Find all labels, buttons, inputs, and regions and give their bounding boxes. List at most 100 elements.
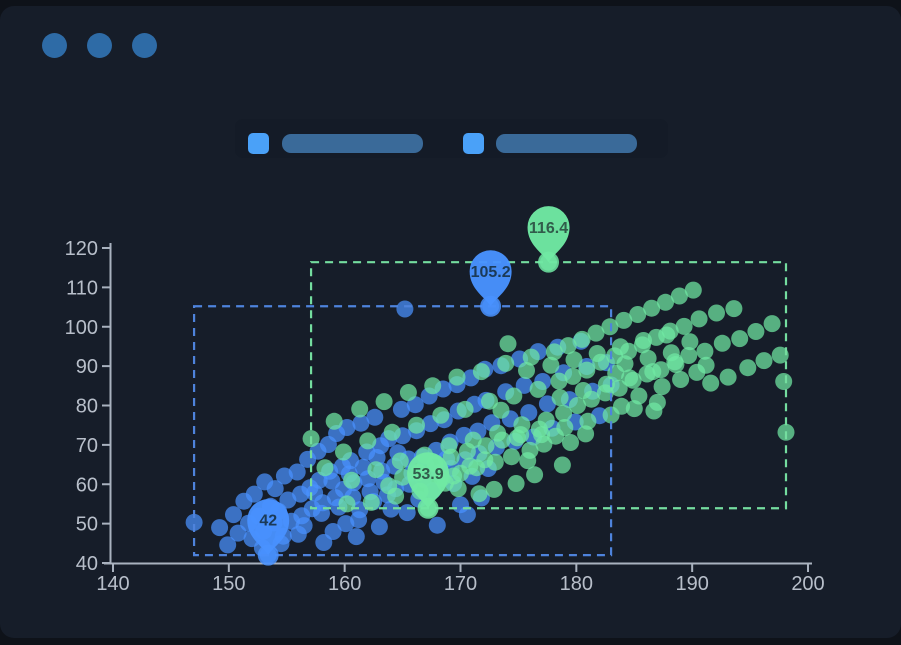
scatter-point-series-green[interactable] [680, 347, 698, 364]
scatter-point-series-green[interactable] [550, 372, 568, 390]
scatter-point-series-green[interactable] [338, 495, 356, 513]
scatter-point-series-green[interactable] [503, 448, 520, 466]
scatter-point-series-green[interactable] [513, 416, 531, 434]
scatter-point-series-green[interactable] [472, 363, 490, 381]
scatter-point-series-green[interactable] [521, 441, 539, 459]
scatter-point-series-blue[interactable] [219, 536, 237, 554]
scatter-point-series-green[interactable] [725, 300, 743, 318]
scatter-point-series-blue[interactable] [347, 528, 365, 546]
scatter-point-series-green[interactable] [708, 304, 725, 322]
scatter-point-series-green[interactable] [713, 334, 731, 352]
scatter-point-series-green[interactable] [399, 384, 417, 401]
scatter-point-series-green[interactable] [492, 401, 510, 419]
scatter-point-series-green[interactable] [569, 397, 586, 414]
scatter-point-series-green[interactable] [505, 387, 523, 405]
scatter-point-series-blue[interactable] [295, 517, 313, 535]
scatter-point-series-green[interactable] [587, 324, 605, 342]
scatter-point-series-green[interactable] [648, 393, 666, 411]
scatter-point-series-green[interactable] [477, 437, 495, 455]
scatter-point-series-green[interactable] [343, 471, 361, 489]
scatter-point-series-blue[interactable] [538, 395, 556, 413]
scatter-point-series-green[interactable] [684, 281, 702, 299]
scatter-point-series-green[interactable] [470, 485, 488, 503]
scatter-point-series-green[interactable] [629, 306, 647, 323]
scatter-point-series-blue[interactable] [337, 515, 355, 533]
legend-swatch-1[interactable] [248, 133, 269, 154]
scatter-point-series-blue[interactable] [382, 500, 400, 518]
scatter-point-series-green[interactable] [562, 434, 579, 451]
scatter-point-series-green[interactable] [529, 380, 547, 398]
window-control-dot-3[interactable] [132, 33, 157, 58]
scatter-point-series-blue[interactable] [185, 513, 203, 531]
window-control-dot-2[interactable] [87, 33, 112, 58]
scatter-point-series-blue[interactable] [266, 480, 284, 498]
scatter-point-series-blue[interactable] [225, 506, 242, 524]
scatter-point-series-green[interactable] [719, 368, 737, 386]
max-pin-series-blue[interactable] [469, 250, 512, 307]
scatter-point-series-green[interactable] [518, 362, 535, 379]
min-pin-series-green[interactable] [407, 452, 450, 509]
scatter-point-series-green[interactable] [526, 466, 544, 484]
scatter-point-series-blue[interactable] [324, 523, 342, 540]
scatter-point-series-green[interactable] [739, 359, 757, 377]
scatter-point-series-green[interactable] [578, 361, 596, 379]
scatter-point-series-green[interactable] [639, 349, 657, 367]
scatter-point-series-green[interactable] [485, 480, 503, 498]
scatter-point-series-green[interactable] [551, 389, 569, 407]
scatter-point-series-green[interactable] [449, 480, 467, 498]
scatter-point-series-blue[interactable] [458, 506, 476, 524]
scatter-point-series-green[interactable] [325, 412, 343, 430]
scatter-point-series-green[interactable] [573, 330, 591, 348]
scatter-point-series-blue[interactable] [279, 491, 297, 509]
scatter-point-series-blue[interactable] [398, 504, 416, 522]
scatter-point-series-green[interactable] [610, 379, 628, 397]
scatter-point-series-blue[interactable] [370, 518, 388, 536]
scatter-point-series-green[interactable] [582, 390, 600, 408]
scatter-point-series-green[interactable] [579, 412, 597, 430]
scatter-point-series-green[interactable] [493, 431, 511, 449]
scatter-point-series-green[interactable] [564, 367, 582, 385]
scatter-point-series-green[interactable] [747, 323, 765, 340]
scatter-point-series-blue[interactable] [515, 376, 533, 394]
scatter-point-series-green[interactable] [316, 459, 334, 477]
scatter-point-series-green[interactable] [555, 404, 573, 422]
scatter-point-series-blue[interactable] [366, 408, 384, 426]
scatter-point-series-green[interactable] [448, 368, 466, 386]
scatter-point-series-green[interactable] [359, 432, 377, 450]
legend-label-bar-2[interactable] [496, 134, 637, 153]
scatter-point-series-blue[interactable] [275, 467, 293, 485]
scatter-point-series-green[interactable] [391, 452, 409, 470]
scatter-point-series-green[interactable] [653, 378, 671, 396]
scatter-point-series-green[interactable] [624, 371, 642, 389]
min-pin-series-blue[interactable] [247, 499, 290, 556]
scatter-point-series-blue[interactable] [392, 400, 410, 418]
scatter-point-series-blue[interactable] [352, 414, 370, 432]
scatter-point-series-green[interactable] [675, 317, 693, 335]
scatter-point-series-green[interactable] [351, 400, 369, 418]
scatter-point-series-blue[interactable] [211, 519, 229, 537]
scatter-point-series-green[interactable] [556, 419, 574, 436]
scatter-point-series-green[interactable] [507, 475, 525, 492]
scatter-point-series-green[interactable] [432, 406, 450, 424]
scatter-point-series-green[interactable] [408, 416, 425, 434]
scatter-point-series-blue[interactable] [288, 463, 306, 481]
scatter-point-series-green[interactable] [690, 310, 708, 328]
scatter-point-series-green[interactable] [731, 330, 749, 348]
scatter-point-series-green[interactable] [771, 346, 789, 364]
scatter-point-series-green[interactable] [383, 423, 401, 441]
scatter-point-series-green[interactable] [657, 293, 674, 311]
scatter-point-series-green[interactable] [537, 411, 555, 429]
scatter-point-series-blue[interactable] [428, 516, 446, 534]
max-pin-series-green[interactable] [527, 206, 570, 263]
scatter-point-series-green[interactable] [553, 456, 571, 474]
scatter-point-series-green[interactable] [672, 371, 690, 388]
scatter-point-series-green[interactable] [755, 352, 773, 370]
scatter-point-series-green[interactable] [667, 356, 685, 373]
scatter-point-series-green[interactable] [620, 342, 637, 360]
scatter-point-series-green[interactable] [670, 287, 688, 305]
scatter-point-series-green[interactable] [635, 332, 652, 349]
scatter-point-series-green[interactable] [775, 373, 793, 390]
scatter-point-series-green[interactable] [442, 448, 460, 466]
scatter-point-series-green[interactable] [615, 311, 633, 329]
